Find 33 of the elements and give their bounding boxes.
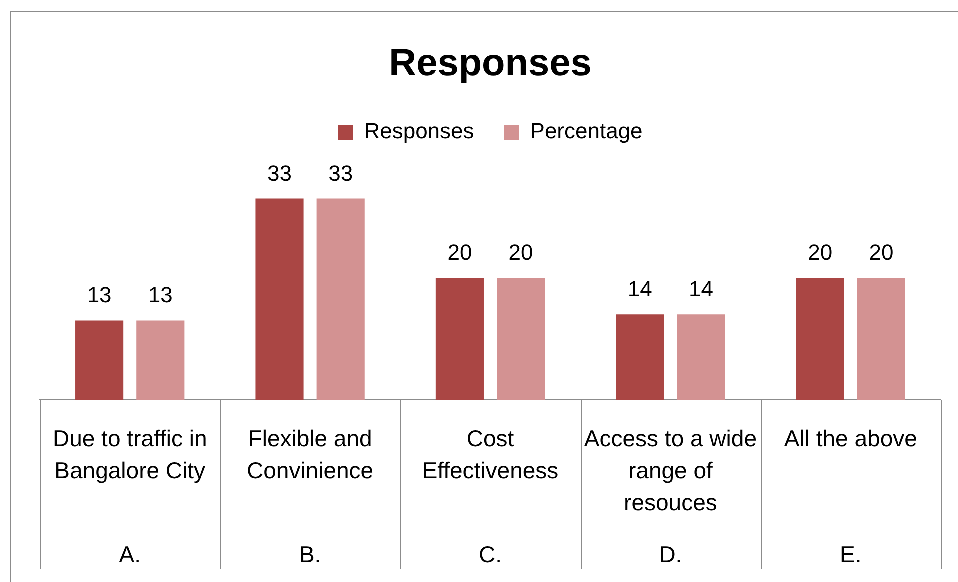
bar (616, 314, 664, 400)
x-tick-label: All the above (784, 425, 918, 452)
data-label: 13 (148, 282, 173, 308)
data-label: 20 (448, 240, 472, 266)
data-label: 20 (508, 240, 534, 266)
legend-label: Responses (364, 118, 474, 144)
x-tick-label: Access to a wide range of resouces (584, 425, 757, 516)
data-label: 14 (628, 276, 652, 302)
data-label: 20 (808, 240, 833, 266)
data-label: 20 (869, 240, 894, 266)
data-label: 33 (268, 160, 292, 186)
bar (677, 314, 726, 400)
text: A. (119, 541, 141, 568)
data-label: 33 (328, 160, 354, 186)
bar (316, 198, 365, 400)
bar (436, 278, 484, 400)
bar (857, 278, 906, 400)
bar (256, 198, 304, 400)
text: C. (479, 541, 502, 568)
chart-title: Responses (389, 42, 592, 84)
text: B. (299, 541, 322, 568)
x-tick-label: Cost Effectiveness (422, 425, 559, 484)
bar (76, 320, 124, 400)
text: D. (659, 541, 682, 568)
x-tick-label: Flexible and Convinience (247, 425, 374, 484)
bar (497, 278, 546, 400)
data-label: 13 (87, 282, 112, 308)
bar (136, 320, 185, 400)
legend-label: Percentage (530, 118, 643, 144)
x-tick-label: Due to traffic in Bangalore City (52, 425, 208, 484)
data-label: 14 (689, 276, 714, 302)
bar (796, 278, 844, 400)
text: E. (840, 541, 862, 568)
